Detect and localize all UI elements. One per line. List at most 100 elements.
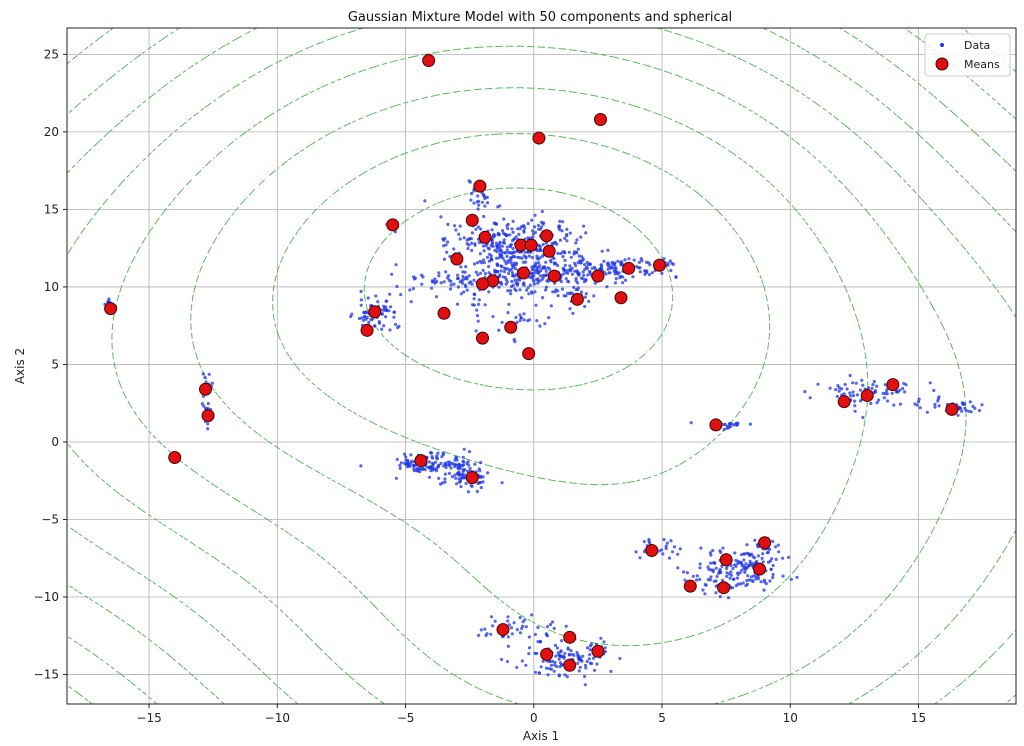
mean-marker [563, 630, 577, 644]
data-point [533, 230, 538, 235]
data-point [530, 267, 534, 272]
data-point [442, 280, 446, 284]
data-point [522, 224, 526, 228]
data-point [725, 571, 729, 575]
data-point [776, 543, 780, 547]
data-point [736, 582, 740, 586]
data-point [444, 465, 448, 470]
data-point [739, 582, 743, 586]
data-point [747, 552, 751, 556]
data-point [621, 281, 625, 285]
data-point [449, 279, 453, 283]
data-point [533, 270, 537, 274]
data-point [848, 391, 852, 395]
y-tick-label: −10 [34, 590, 59, 604]
data-point [515, 320, 519, 324]
data-point [610, 260, 614, 264]
data-point [510, 227, 514, 231]
data-point [442, 464, 446, 468]
data-point [588, 653, 592, 657]
data-point [533, 632, 538, 637]
data-point [533, 213, 537, 217]
data-point [894, 390, 899, 394]
data-point [544, 666, 549, 670]
data-point [519, 316, 523, 320]
data-point [521, 624, 525, 628]
data-point [521, 260, 526, 264]
data-point [595, 662, 599, 666]
mean-marker [614, 291, 628, 305]
data-point [606, 248, 610, 252]
data-point [443, 477, 447, 481]
contour-line [363, 187, 674, 391]
data-point [699, 546, 703, 550]
mean-marker [104, 302, 118, 316]
data-point [454, 228, 458, 232]
data-point [576, 653, 580, 657]
y-tick-label: 20 [44, 125, 59, 139]
data-point [436, 464, 440, 468]
data-point [714, 579, 718, 583]
data-point [669, 268, 673, 273]
data-point [507, 302, 511, 306]
data-point [550, 241, 554, 246]
data-point [562, 267, 566, 271]
data-point [842, 392, 846, 396]
data-point [501, 229, 505, 233]
data-point [557, 674, 561, 678]
data-point [430, 455, 434, 459]
data-point [434, 295, 439, 299]
data-point [516, 227, 520, 231]
data-point [446, 460, 450, 464]
mean-marker [709, 418, 723, 432]
data-point [476, 225, 480, 229]
data-point [435, 454, 439, 458]
data-point [892, 403, 896, 407]
data-point [513, 287, 517, 291]
data-point [477, 240, 481, 245]
data-point [399, 293, 403, 297]
data-point [548, 267, 552, 271]
data-point [574, 251, 579, 255]
data-point [527, 635, 532, 639]
data-point [662, 257, 666, 261]
data-point [592, 265, 597, 269]
data-point [491, 234, 495, 238]
data-point [489, 244, 493, 248]
data-point [477, 633, 481, 638]
mean-marker [368, 305, 382, 319]
data-point [771, 572, 775, 577]
data-point [853, 404, 857, 408]
data-point [377, 320, 381, 324]
data-point [676, 552, 680, 556]
data-point [615, 270, 619, 274]
data-point [455, 456, 459, 460]
data-point [745, 543, 749, 547]
data-point [563, 651, 567, 656]
data-point [689, 421, 693, 425]
data-point [466, 246, 470, 251]
data-point [589, 642, 594, 646]
data-point [928, 381, 932, 385]
data-point [459, 292, 463, 296]
data-point [507, 271, 511, 276]
data-point [638, 266, 642, 270]
data-point [753, 538, 757, 542]
data-point [781, 574, 785, 578]
data-point [535, 254, 539, 258]
plot-area [67, 28, 1016, 704]
data-point [512, 250, 517, 254]
data-point [527, 254, 532, 258]
data-point [963, 402, 967, 406]
mean-marker [522, 347, 536, 361]
data-point [564, 624, 568, 628]
data-point [476, 481, 480, 486]
contour-line [272, 133, 771, 486]
data-point [725, 426, 729, 430]
data-point [717, 569, 722, 573]
data-point [518, 313, 522, 317]
data-point [584, 231, 588, 235]
data-point [384, 315, 388, 319]
data-point [560, 229, 564, 233]
